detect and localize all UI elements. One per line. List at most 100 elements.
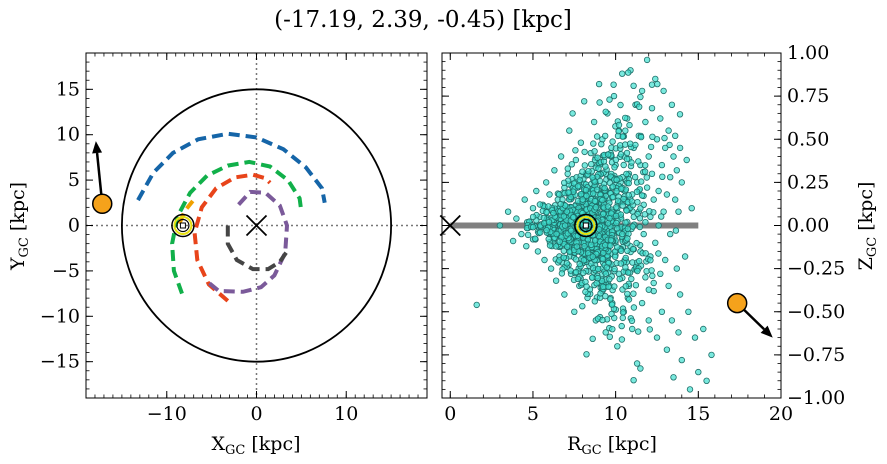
scatter-point: [667, 173, 674, 181]
scatter-point: [613, 219, 620, 227]
scatter-point: [589, 335, 596, 342]
scatter-point: [569, 110, 576, 117]
rz-object-marker: [726, 292, 748, 314]
scatter-point: [593, 280, 600, 287]
scatter-point: [618, 322, 625, 330]
scatter-point: [599, 196, 606, 204]
scatter-point: [655, 250, 662, 257]
scatter-point: [686, 386, 694, 393]
scatter-point: [667, 230, 674, 238]
scatter-point: [555, 191, 563, 198]
scatter-point: [614, 243, 621, 251]
scatter-point: [608, 310, 615, 318]
scatter-point: [613, 204, 620, 211]
scatter-point: [643, 174, 650, 181]
scatter-point: [668, 317, 676, 324]
rz-ytick-label: 0.00: [787, 215, 829, 237]
scatter-point: [504, 208, 512, 215]
scatter-point: [662, 256, 669, 264]
scatter-point: [665, 127, 672, 134]
galaxy-boundary-circle: [120, 88, 393, 363]
scatter-point: [630, 304, 638, 311]
xy-ylabel: YGC [kpc]: [7, 182, 32, 271]
xy-ytick-label: −5: [52, 260, 80, 282]
scatter-point: [619, 202, 626, 209]
spiral-arm-grey: [225, 225, 288, 272]
scatter-point: [672, 196, 679, 203]
scatter-point: [536, 201, 544, 208]
scatter-point: [614, 197, 622, 204]
scatter-point: [645, 286, 652, 293]
scatter-point: [622, 127, 629, 134]
scatter-point: [473, 301, 480, 309]
scatter-point: [657, 115, 664, 122]
scatter-point: [609, 138, 616, 145]
scatter-point: [626, 121, 633, 129]
scatter-point: [603, 264, 610, 271]
scatter-point: [633, 239, 640, 247]
scatter-point: [552, 243, 560, 250]
scatter-point: [583, 192, 590, 200]
scatter-point: [546, 191, 553, 198]
scatter-point: [545, 218, 553, 226]
scatter-point: [591, 148, 598, 155]
xy-ytick-label: 0: [68, 215, 80, 237]
scatter-point: [513, 215, 520, 222]
scatter-point: [534, 248, 542, 255]
scatter-point: [610, 81, 617, 88]
scatter-point: [635, 328, 642, 335]
scatter-point: [615, 121, 623, 129]
scatter-point: [623, 207, 630, 214]
scatter-point: [652, 75, 659, 83]
scatter-point: [653, 334, 661, 341]
scatter-point: [602, 108, 609, 115]
scatter-point: [567, 227, 575, 234]
scatter-point: [529, 223, 537, 231]
scatter-point: [543, 179, 550, 186]
scatter-point: [547, 265, 555, 272]
scatter-point: [570, 214, 577, 221]
scatter-point: [642, 250, 649, 257]
rz-ytick-label: −1.00: [787, 387, 845, 409]
scatter-point: [675, 208, 682, 215]
scatter-point: [703, 377, 710, 384]
scatter-point: [676, 144, 684, 152]
scatter-point: [550, 209, 557, 217]
scatter-point: [589, 174, 596, 181]
scatter-point: [601, 184, 608, 192]
scatter-point: [591, 197, 599, 205]
scatter-point: [607, 296, 614, 303]
scatter-point: [678, 179, 685, 186]
scatter-point: [625, 69, 632, 76]
scatter-point: [540, 214, 548, 222]
scatter-point: [628, 159, 635, 166]
scatter-point: [622, 254, 629, 262]
scatter-point: [648, 104, 656, 112]
scatter-point: [585, 167, 592, 175]
scatter-point: [595, 265, 602, 273]
scatter-point: [576, 176, 583, 184]
scatter-point: [636, 215, 644, 222]
xy-panel: −10 0 10 −15 −10 −5 0 5 10 15 XGC [kpc] YGC [kpc]: [7, 52, 428, 458]
scatter-point: [614, 132, 622, 140]
xy-plot-area: [86, 53, 427, 398]
scatter-point: [668, 101, 676, 108]
scatter-point: [571, 308, 578, 315]
xy-ticks: −10 0 10 −15 −10 −5 0 5 10 15: [40, 53, 428, 425]
scatter-point: [681, 253, 689, 260]
scatter-point: [634, 267, 641, 275]
rz-ytick-label: 0.50: [787, 128, 829, 150]
scatter-point: [665, 282, 672, 290]
rz-ytick-label: −0.25: [787, 258, 845, 280]
rz-ticks: 0 5 10 15 20−1.00 −0.75 −0.50 −0.25 0.00 0.25 0.50…: [442, 42, 845, 425]
scatter-point: [647, 257, 654, 264]
scatter-point: [619, 70, 626, 77]
scatter-point: [609, 326, 616, 333]
xy-ytick-label: 10: [56, 124, 80, 146]
scatter-point: [657, 270, 664, 277]
scatter-point: [648, 81, 656, 88]
scatter-point: [565, 189, 572, 196]
scatter-point: [602, 329, 609, 336]
scatter-point: [564, 165, 571, 172]
scatter-point: [650, 279, 657, 287]
